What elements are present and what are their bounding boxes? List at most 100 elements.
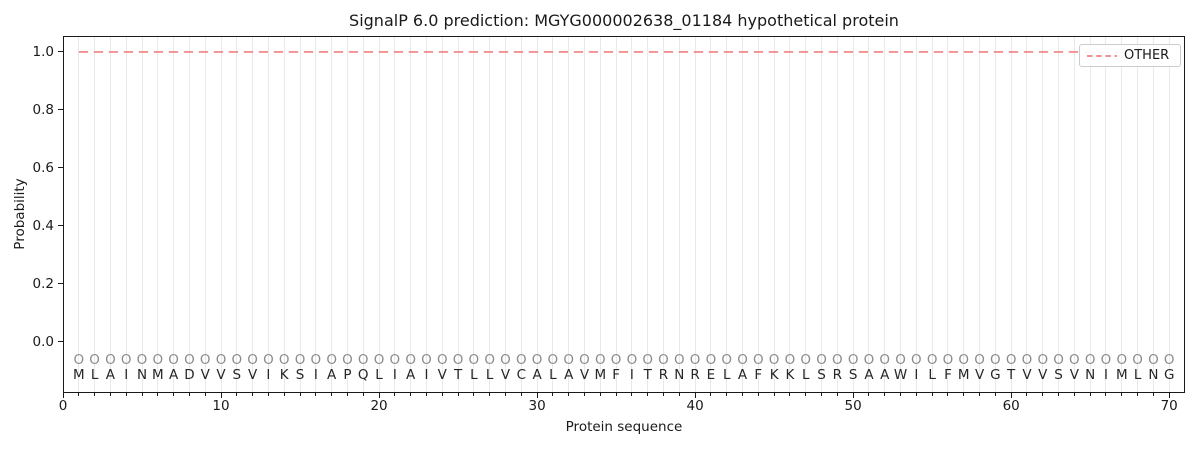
x-axis-minor-tick [836,393,838,396]
x-axis-minor-tick [173,393,175,396]
residue-prediction-mark: O [863,351,875,368]
x-axis-minor-tick [599,393,601,396]
gridline [457,37,459,392]
residue-letter: I [424,367,429,384]
gridline [805,37,807,392]
x-axis-minor-tick [283,393,285,396]
x-axis-minor-tick [252,393,254,396]
residue-letter: R [832,367,843,384]
residue-letter: A [168,367,179,384]
gridline [1058,37,1060,392]
residue-prediction-mark: O [484,351,495,368]
residue-prediction-mark: O [784,351,796,368]
residue-letter: N [1085,367,1096,384]
residue-letter: C [516,367,526,384]
x-axis-minor-tick [267,393,269,396]
residue-letter: A [864,367,874,384]
residue-letter: R [690,367,700,384]
residue-letter: V [500,367,511,384]
residue-prediction-mark: O [1163,351,1175,368]
residue-prediction-mark: O [231,351,243,368]
gridline [789,37,791,392]
x-axis-minor-tick [552,393,554,396]
residue-letter: S [1054,367,1063,384]
residue-letter: I [1103,367,1108,384]
residue-letter: K [769,367,779,384]
gridline [173,37,175,392]
residue-prediction-mark: O [468,351,480,368]
x-axis-label: Protein sequence [565,419,683,435]
gridline [947,37,949,392]
gridline [283,37,285,392]
residue-letter: S [848,367,858,384]
x-axis-minor-tick [805,393,807,396]
legend-label: OTHER [1124,48,1170,63]
residue-prediction-mark: O [832,351,843,368]
residue-letter: I [629,367,634,384]
x-axis-minor-tick [1042,393,1044,396]
y-axis-tick-label: 0.2 [32,275,54,292]
x-axis-minor-tick [299,393,301,396]
x-axis-minor-tick [583,393,585,396]
residue-letter: L [470,367,478,384]
x-axis-minor-tick [915,393,917,396]
residue-letter: P [343,367,352,384]
gridline [394,37,396,392]
x-axis-minor-tick [394,393,396,396]
residue-prediction-mark: O [1100,351,1112,368]
x-axis-minor-tick [331,393,333,396]
residue-prediction-mark: O [1132,351,1143,368]
residue-prediction-mark: O [168,351,179,368]
x-axis-tick-label: 70 [1160,398,1178,414]
x-axis-minor-tick [125,393,127,396]
residue-prediction-mark: O [594,351,606,368]
residue-prediction-mark: O [737,351,748,368]
residue-prediction-mark: O [626,351,638,368]
residue-letter: S [295,367,305,384]
gridline [1168,37,1170,392]
y-axis-tick [58,109,63,111]
residue-prediction-mark: O [263,351,274,368]
y-axis-tick [58,341,63,343]
gridline [1010,37,1012,392]
x-axis-tick [378,393,380,398]
residue-letter: N [674,367,685,384]
residue-prediction-mark: O [579,351,590,368]
x-axis-minor-tick [757,393,759,396]
x-axis-minor-tick [979,393,981,396]
gridline [931,37,933,392]
residue-prediction-mark: O [990,351,1001,368]
gridline [836,37,838,392]
gridline [900,37,902,392]
x-axis-tick [1168,393,1170,398]
residue-prediction-mark: O [705,351,717,368]
residue-letter: I [914,367,919,384]
residue-letter: V [200,367,210,384]
gridline [742,37,744,392]
x-axis-minor-tick [663,393,664,396]
x-axis-minor-tick [615,393,617,396]
residue-letter: G [990,367,1001,384]
x-axis-minor-tick [868,393,870,396]
x-axis-minor-tick [1089,393,1091,396]
residue-prediction-mark: O [326,351,337,368]
gridline [615,37,617,392]
residue-prediction-mark: O [247,351,258,368]
plot-area [63,36,1185,393]
gridline [536,37,538,392]
residue-prediction-mark: O [721,351,733,368]
residue-prediction-mark: O [895,351,906,368]
residue-prediction-mark: O [389,351,401,368]
gridline [1073,37,1075,392]
gridline [410,37,412,392]
residue-prediction-mark: O [357,351,369,368]
residue-prediction-mark: O [136,351,148,368]
residue-letter: N [136,367,148,384]
residue-letter: A [880,367,890,384]
gridline [773,37,775,392]
residue-letter: N [1148,367,1159,384]
residue-letter: I [266,367,271,384]
residue-prediction-mark: O [673,351,685,368]
y-axis-tick-label: 0.8 [32,101,54,118]
x-axis-minor-tick [1026,393,1028,396]
